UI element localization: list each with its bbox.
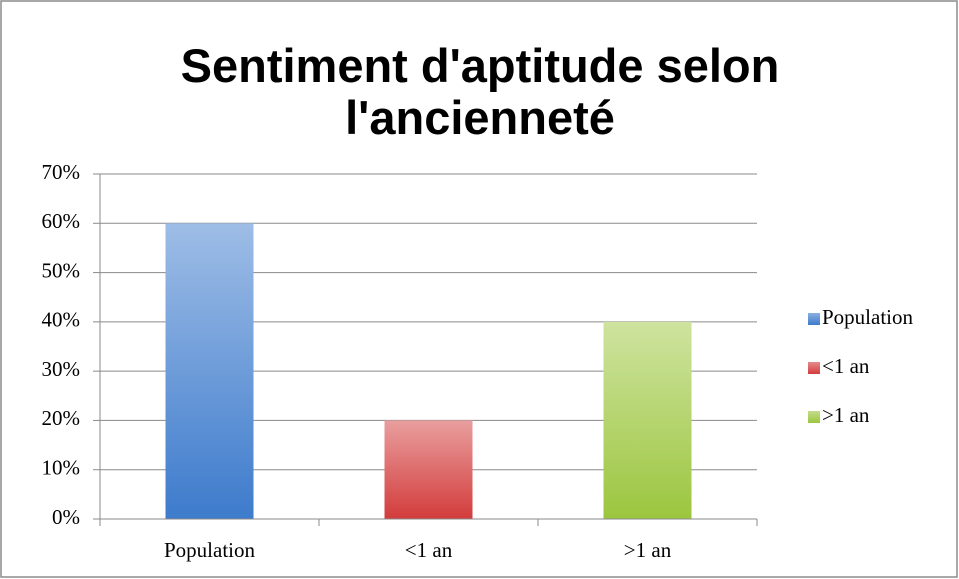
x-tick-label: <1 an <box>405 538 453 562</box>
y-tick-label: 70% <box>42 160 81 184</box>
bar <box>165 223 254 520</box>
bar <box>603 321 692 519</box>
legend-swatch <box>808 411 820 423</box>
chart-title: Sentiment d'aptitude selon l'ancienneté <box>180 39 780 144</box>
legend-label: Population <box>822 305 914 329</box>
legend-swatch <box>808 362 820 374</box>
y-tick-label: 0% <box>52 505 80 529</box>
y-tick-label: 40% <box>42 308 81 332</box>
legend-label: <1 an <box>822 354 870 378</box>
y-tick-label: 30% <box>42 357 81 381</box>
x-tick-label: >1 an <box>624 538 672 562</box>
y-tick-label: 10% <box>42 456 81 480</box>
bar <box>384 420 473 519</box>
legend-swatch <box>808 313 820 325</box>
y-tick-label: 20% <box>42 406 81 430</box>
x-tick-label: Population <box>164 538 256 562</box>
y-tick-label: 50% <box>42 258 81 282</box>
y-tick-label: 60% <box>42 209 81 233</box>
legend-label: >1 an <box>822 403 870 427</box>
